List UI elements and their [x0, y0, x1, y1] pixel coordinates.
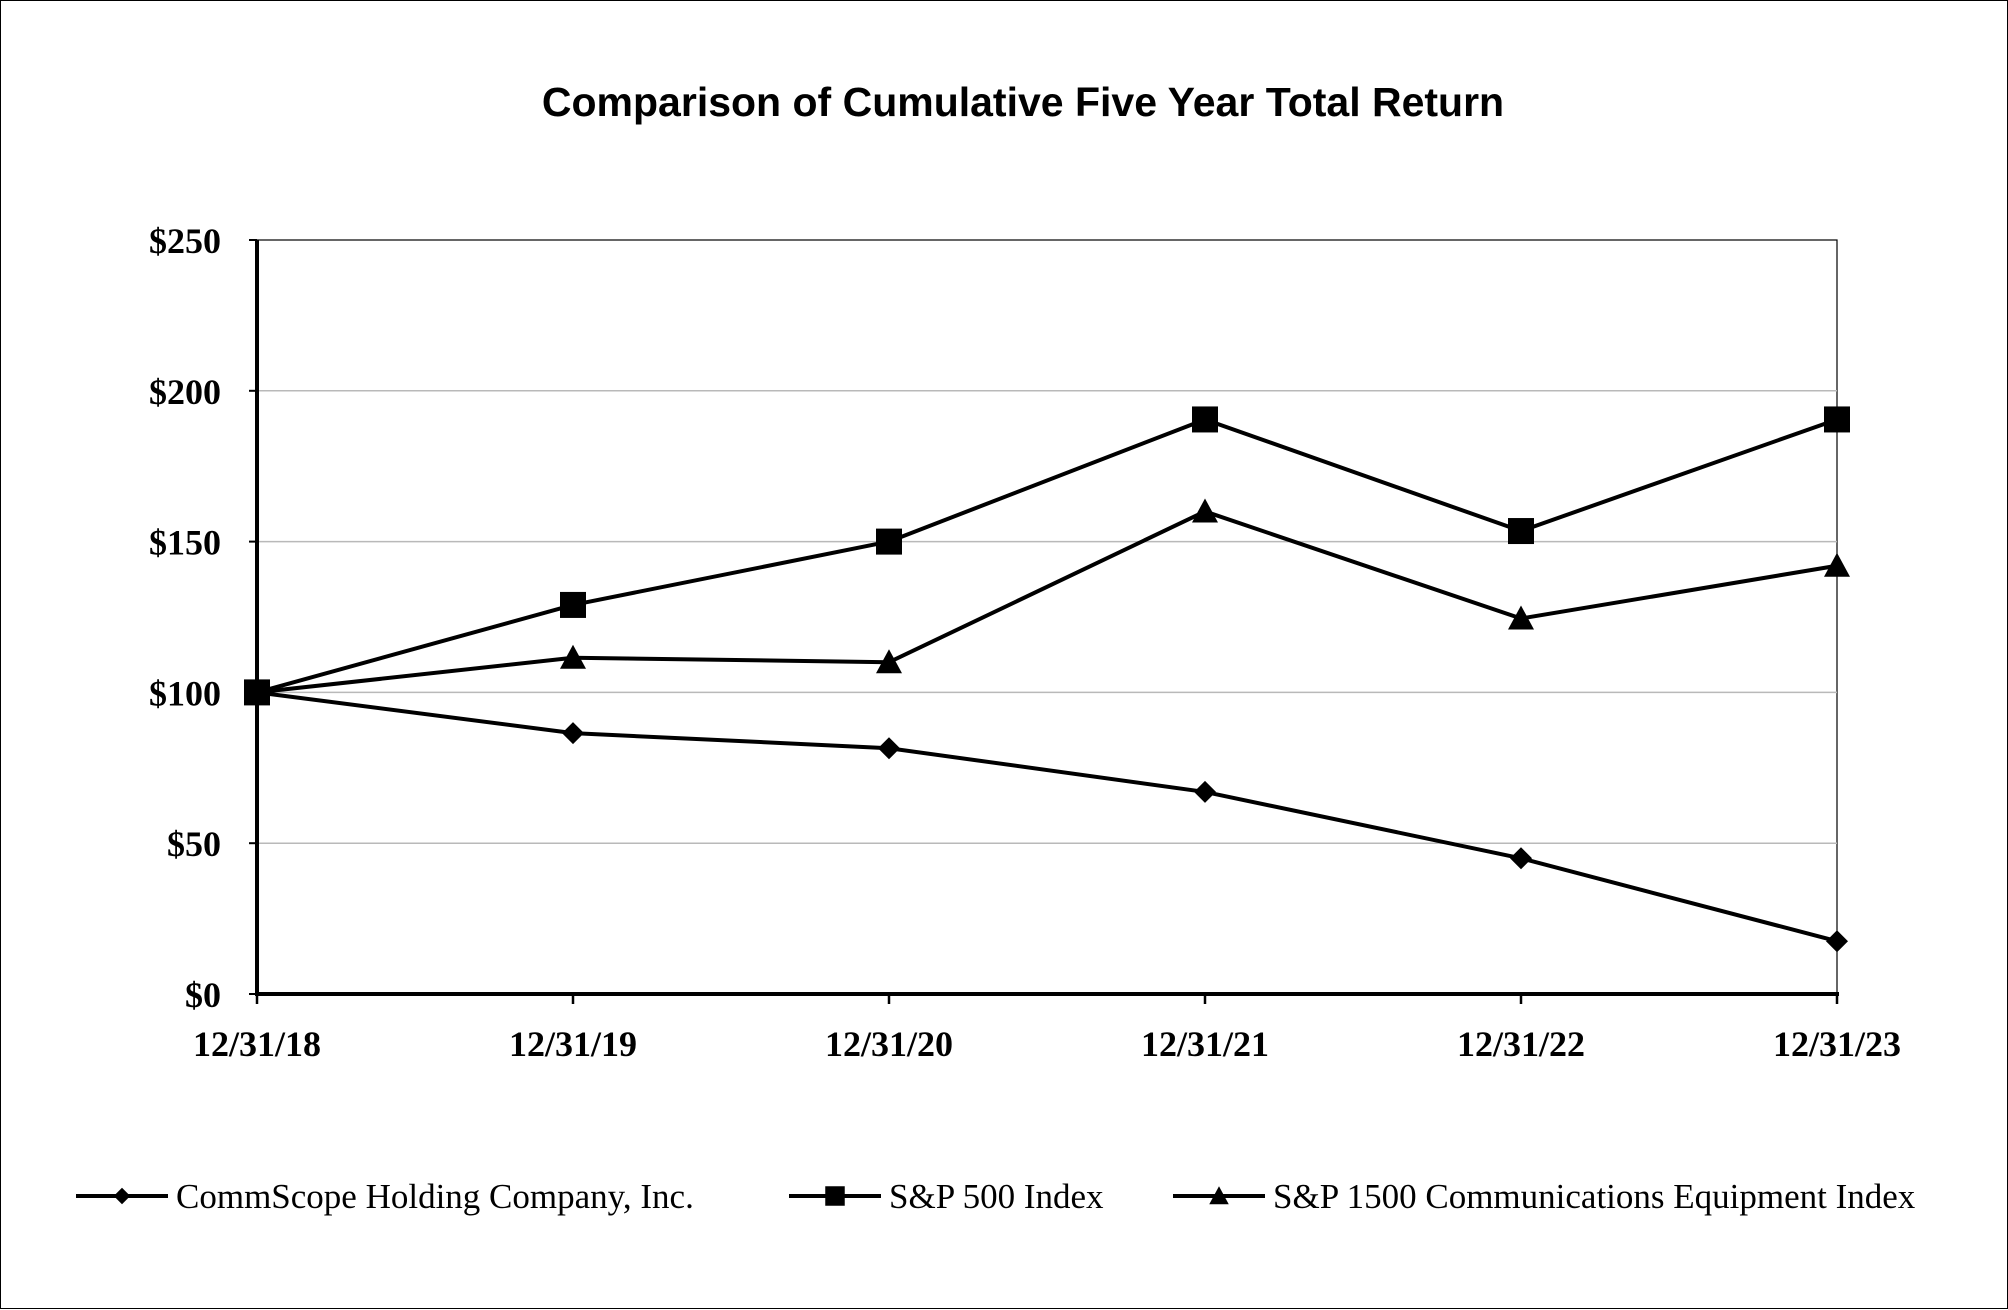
data-point-square — [1824, 406, 1850, 433]
legend-label: S&P 500 Index — [889, 1177, 1104, 1216]
x-tick-label: 12/31/18 — [193, 1024, 321, 1064]
data-point-triangle — [1192, 498, 1218, 523]
data-point-square — [876, 528, 902, 555]
x-tick-label: 12/31/23 — [1773, 1024, 1901, 1064]
data-point-triangle — [244, 679, 270, 704]
series-line-triangle — [256, 509, 1838, 695]
data-point-diamond — [878, 737, 900, 760]
legend-label: S&P 1500 Communications Equipment Index — [1273, 1177, 1916, 1216]
data-point-triangle — [1824, 552, 1850, 577]
legend-label: CommScope Holding Company, Inc. — [176, 1177, 694, 1216]
legend-marker-square — [825, 1186, 845, 1206]
data-point-square — [1192, 406, 1218, 433]
x-tick-label: 12/31/19 — [509, 1024, 637, 1064]
legend: CommScope Holding Company, Inc. S&P 500 I… — [76, 1177, 1916, 1216]
y-axis-tick-labels: $0 $50 $100 $150 $200 $250 — [149, 221, 257, 1015]
legend-marker-diamond — [113, 1187, 131, 1205]
data-point-triangle — [560, 644, 586, 669]
series-lines — [256, 417, 1838, 944]
y-tick-label: $200 — [149, 372, 221, 412]
x-tick-label: 12/31/21 — [1141, 1024, 1269, 1064]
data-point-diamond — [562, 722, 584, 745]
y-tick-label: $150 — [149, 523, 221, 563]
x-tick-label: 12/31/22 — [1457, 1024, 1585, 1064]
data-point-diamond — [1510, 847, 1532, 870]
axes — [255, 240, 1839, 996]
data-point-square — [560, 591, 586, 618]
y-tick-label: $250 — [149, 221, 221, 261]
legend-marker-triangle — [1209, 1186, 1229, 1205]
x-axis-tick-labels: 12/31/18 12/31/19 12/31/20 12/31/21 12/31/22… — [193, 994, 1901, 1064]
chart-title: Comparison of Cumulative Five Year Total… — [542, 79, 1504, 125]
data-point-triangle — [1508, 605, 1534, 630]
data-point-diamond — [1194, 780, 1216, 803]
y-tick-label: $100 — [149, 673, 221, 713]
y-tick-label: $0 — [185, 975, 221, 1015]
data-point-triangle — [876, 649, 902, 674]
data-point-square — [1508, 518, 1534, 545]
data-point-diamond — [1826, 930, 1848, 953]
x-tick-label: 12/31/20 — [825, 1024, 953, 1064]
series-line-square — [256, 417, 1838, 695]
series-line-diamond — [256, 690, 1838, 944]
y-tick-label: $50 — [167, 824, 221, 864]
series-markers — [244, 406, 1850, 953]
